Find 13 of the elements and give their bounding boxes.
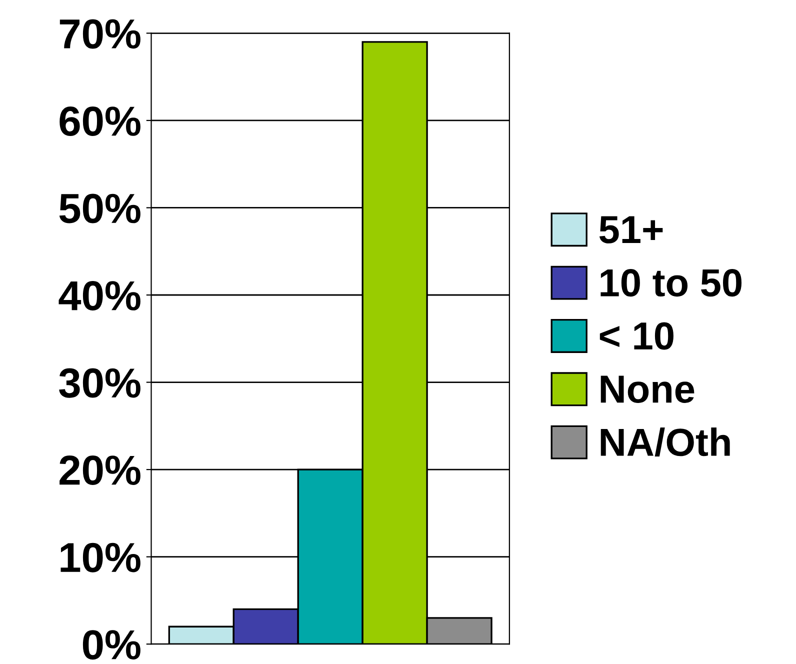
legend-label: 10 to 50 — [600, 269, 742, 297]
y-tick-label: 10% — [60, 542, 140, 572]
y-tick-label: 60% — [60, 106, 140, 136]
y-tick-label: 30% — [59, 368, 140, 398]
legend-label: None — [600, 376, 694, 403]
legend-label: 51+ — [599, 216, 663, 244]
legend-label: < 10 — [600, 322, 674, 350]
y-tick-label: 20% — [60, 456, 140, 486]
legend-label: NA/Oth — [600, 428, 730, 457]
y-tick-label: 50% — [59, 194, 140, 224]
y-tick-label: 0% — [82, 630, 140, 660]
y-tick-label: 70% — [60, 19, 140, 49]
y-tick-label: 40% — [58, 281, 140, 311]
